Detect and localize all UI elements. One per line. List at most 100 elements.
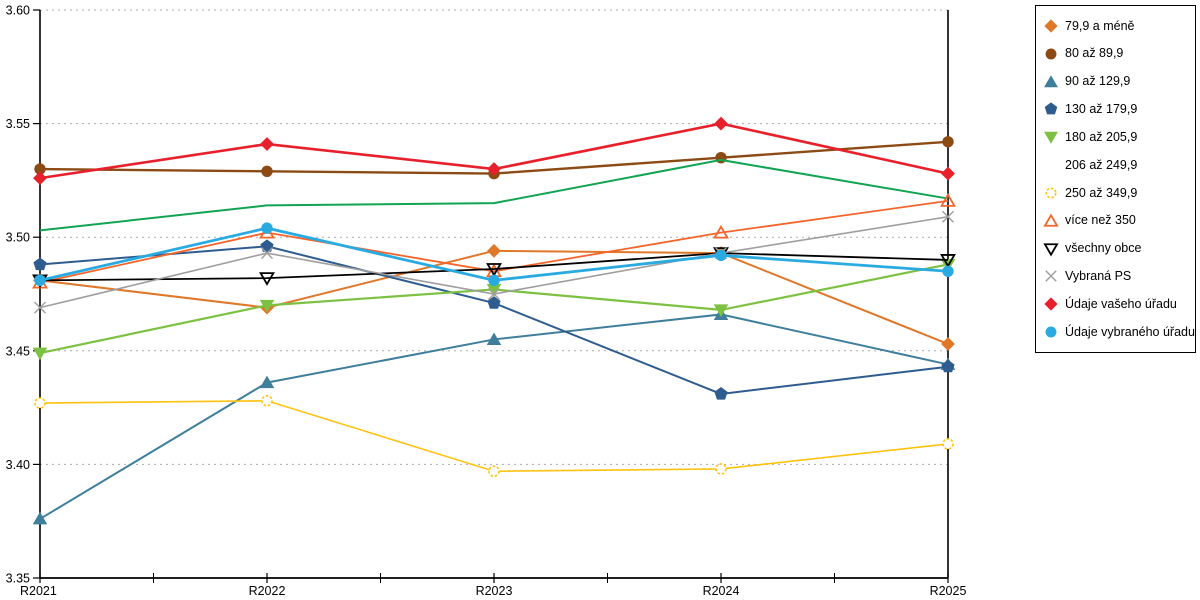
pentagon-marker-icon xyxy=(941,359,955,373)
circle-marker-icon xyxy=(942,265,954,277)
diamond-marker-icon xyxy=(487,162,501,176)
pentagon-marker-icon xyxy=(487,296,501,309)
x-marker-icon xyxy=(488,288,500,300)
circle-dashed-marker-icon xyxy=(715,463,727,475)
circle-marker-icon xyxy=(1045,48,1057,60)
x-marker-icon xyxy=(261,247,273,260)
triangle-down-icon xyxy=(1043,242,1059,257)
legend-item-2: 90 až 129,9 xyxy=(1043,70,1195,94)
legend-item-label: 79,9 a méně xyxy=(1065,18,1135,33)
series-line-5 xyxy=(39,158,949,232)
circle-marker-icon xyxy=(1045,326,1057,338)
legend-item-1: 80 až 89,9 xyxy=(1043,42,1195,66)
x-tick-label: R2025 xyxy=(930,584,967,598)
circle-icon xyxy=(1045,48,1057,60)
legend: 79,9 a méně 80 až 89,9 90 až 129,9 130 až 1… xyxy=(1035,5,1196,353)
diamond-marker-icon xyxy=(1044,297,1058,311)
series-line-2 xyxy=(39,313,949,520)
pentagon-marker-icon xyxy=(714,387,728,400)
y-tick-label: 3.60 xyxy=(6,4,30,18)
legend-item-label: Vybraná PS xyxy=(1065,269,1132,284)
triangle-down-marker-icon xyxy=(486,263,502,277)
pentagon-marker-icon xyxy=(33,257,47,271)
legend-item-9: Vybraná PS xyxy=(1043,264,1195,288)
legend-item-label: všechny obce xyxy=(1065,241,1142,256)
x-marker-icon xyxy=(34,301,46,314)
diamond-marker-icon xyxy=(941,166,955,181)
triangle-down-marker-icon xyxy=(32,347,48,361)
legend-item-label: více než 350 xyxy=(1065,213,1136,228)
triangle-down-marker-icon xyxy=(259,272,275,286)
pentagon-marker-icon xyxy=(260,239,274,252)
triangle-up-marker-icon xyxy=(713,224,729,239)
triangle-down-marker-icon xyxy=(1044,131,1058,144)
circle-dashed-marker-icon xyxy=(1045,187,1057,199)
legend-item-label: 206 až 249,9 xyxy=(1065,157,1138,172)
legend-item-label: 90 až 129,9 xyxy=(1065,74,1131,89)
legend-item-7: více než 350 xyxy=(1043,209,1195,233)
diamond-marker-icon xyxy=(941,337,955,351)
x-tick-label: R2024 xyxy=(703,584,740,598)
series-line-8 xyxy=(39,252,949,282)
legend-item-label: 250 až 349,9 xyxy=(1065,185,1138,200)
legend-item-label: Údaje vybraného úřadu xyxy=(1065,324,1195,339)
x-tick-label: R2021 xyxy=(20,584,57,598)
circle-dashed-icon xyxy=(1045,187,1057,199)
diamond-marker-icon xyxy=(33,171,47,186)
diamond-icon xyxy=(1044,19,1058,33)
circle-dashed-marker-icon xyxy=(261,394,273,407)
triangle-up-marker-icon xyxy=(1043,213,1059,227)
x-icon xyxy=(1045,270,1057,283)
circle-marker-icon xyxy=(261,165,273,178)
x-tick-label: R2022 xyxy=(249,584,286,598)
legend-item-3: 130 až 179,9 xyxy=(1043,97,1195,121)
circle-dashed-marker-icon xyxy=(488,465,500,478)
circle-dashed-marker-icon xyxy=(942,438,954,450)
circle-marker-icon xyxy=(715,249,727,262)
triangle-up-marker-icon xyxy=(486,332,502,345)
legend-item-5: 206 až 249,9 xyxy=(1043,153,1195,177)
circle-icon xyxy=(1045,326,1057,338)
y-tick-label: 3.50 xyxy=(6,231,30,245)
legend-item-8: všechny obce xyxy=(1043,237,1195,261)
circle-dashed-marker-icon xyxy=(34,397,46,409)
legend-item-label: 180 až 205,9 xyxy=(1065,129,1138,144)
legend-item-10: Údaje vašeho úřadu xyxy=(1043,292,1195,316)
legend-item-6: 250 až 349,9 xyxy=(1043,181,1195,205)
triangle-up-icon xyxy=(1044,74,1058,87)
triangle-down-marker-icon xyxy=(713,304,729,317)
legend-item-11: Údaje vybraného úřadu xyxy=(1043,320,1195,344)
legend-item-4: 180 až 205,9 xyxy=(1043,125,1195,149)
legend-item-label: 130 až 179,9 xyxy=(1065,102,1138,117)
x-marker-icon xyxy=(942,210,954,223)
y-tick-label: 3.35 xyxy=(6,572,30,586)
triangle-down-marker-icon xyxy=(1043,242,1059,257)
y-tick-label: 3.40 xyxy=(6,458,30,472)
diamond-marker-icon xyxy=(487,243,501,258)
legend-item-0: 79,9 a méně xyxy=(1043,14,1195,38)
circle-marker-icon xyxy=(261,222,273,234)
legend-item-label: 80 až 89,9 xyxy=(1065,46,1124,61)
diamond-icon xyxy=(1044,297,1058,311)
diamond-marker-icon xyxy=(1044,19,1058,33)
circle-marker-icon xyxy=(34,274,46,287)
x-tick-label: R2023 xyxy=(476,584,513,598)
circle-marker-icon xyxy=(942,136,954,148)
series-line-7 xyxy=(39,199,949,284)
x-marker-icon xyxy=(1045,270,1057,283)
pentagon-marker-icon xyxy=(1044,102,1058,115)
y-tick-label: 3.45 xyxy=(6,344,30,358)
legend-item-label: Údaje vašeho úřadu xyxy=(1065,296,1177,311)
diamond-marker-icon xyxy=(260,137,274,151)
triangle-up-marker-icon xyxy=(940,193,956,207)
y-tick-label: 3.55 xyxy=(6,117,30,131)
diamond-marker-icon xyxy=(714,116,728,131)
triangle-down-icon xyxy=(1044,131,1058,144)
square-icon xyxy=(1043,157,1059,173)
pentagon-icon xyxy=(1044,102,1058,115)
triangle-up-marker-icon xyxy=(1044,74,1058,87)
triangle-down-marker-icon xyxy=(259,299,275,313)
triangle-up-marker-icon xyxy=(32,511,48,525)
